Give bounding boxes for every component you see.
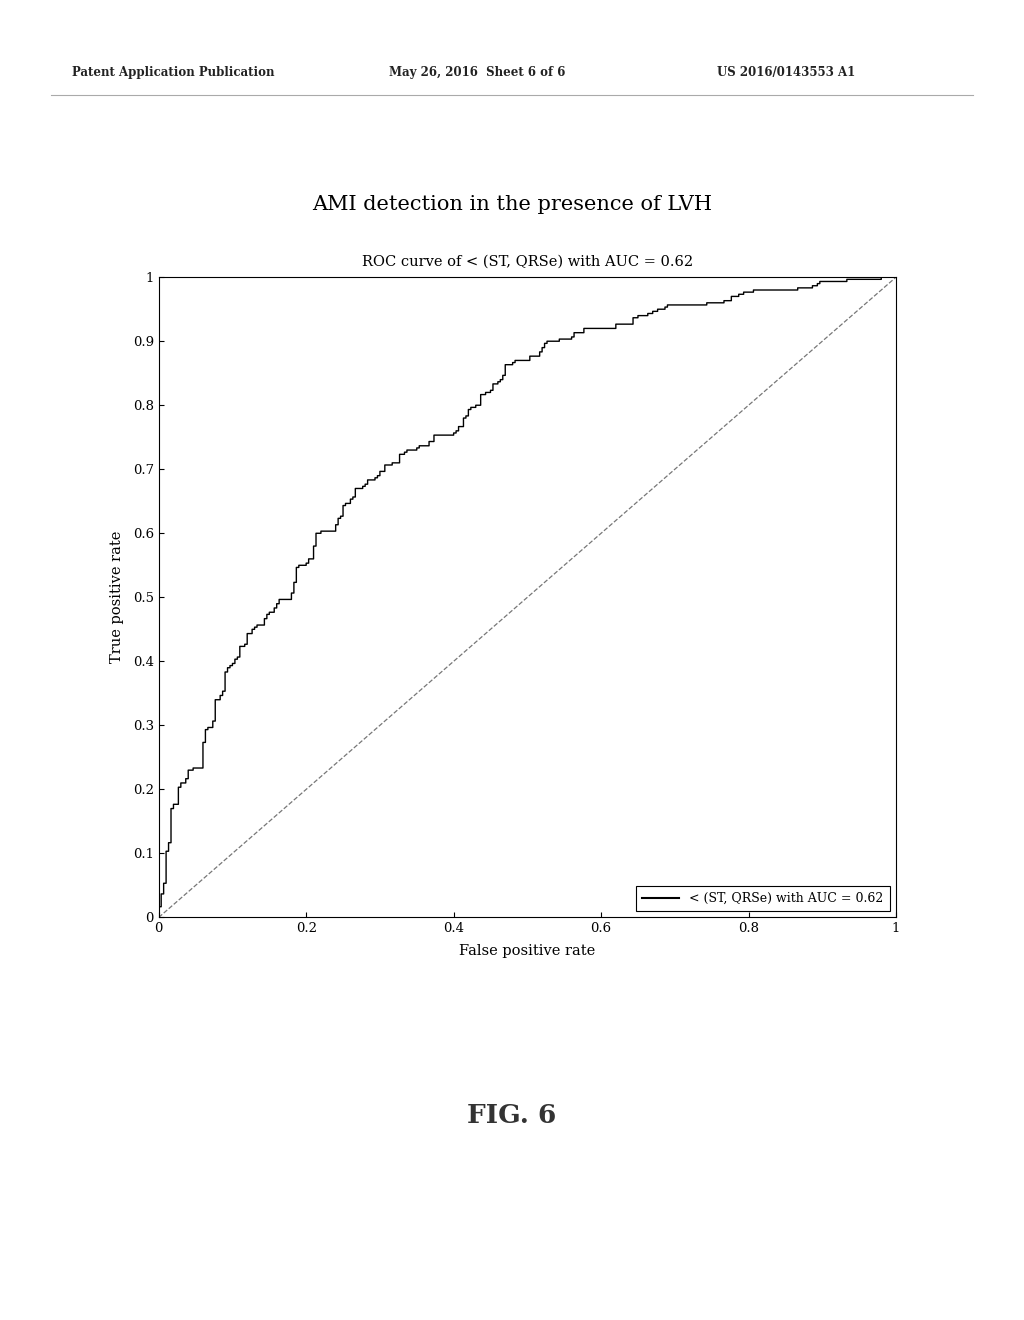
Y-axis label: True positive rate: True positive rate xyxy=(111,531,124,664)
Text: FIG. 6: FIG. 6 xyxy=(467,1104,557,1127)
Text: May 26, 2016  Sheet 6 of 6: May 26, 2016 Sheet 6 of 6 xyxy=(389,66,565,79)
Text: AMI detection in the presence of LVH: AMI detection in the presence of LVH xyxy=(312,195,712,214)
Title: ROC curve of < (ST, QRSe) with AUC = 0.62: ROC curve of < (ST, QRSe) with AUC = 0.6… xyxy=(361,255,693,269)
Text: Patent Application Publication: Patent Application Publication xyxy=(72,66,274,79)
X-axis label: False positive rate: False positive rate xyxy=(459,944,596,957)
Legend: < (ST, QRSe) with AUC = 0.62: < (ST, QRSe) with AUC = 0.62 xyxy=(636,886,890,911)
Text: US 2016/0143553 A1: US 2016/0143553 A1 xyxy=(717,66,855,79)
